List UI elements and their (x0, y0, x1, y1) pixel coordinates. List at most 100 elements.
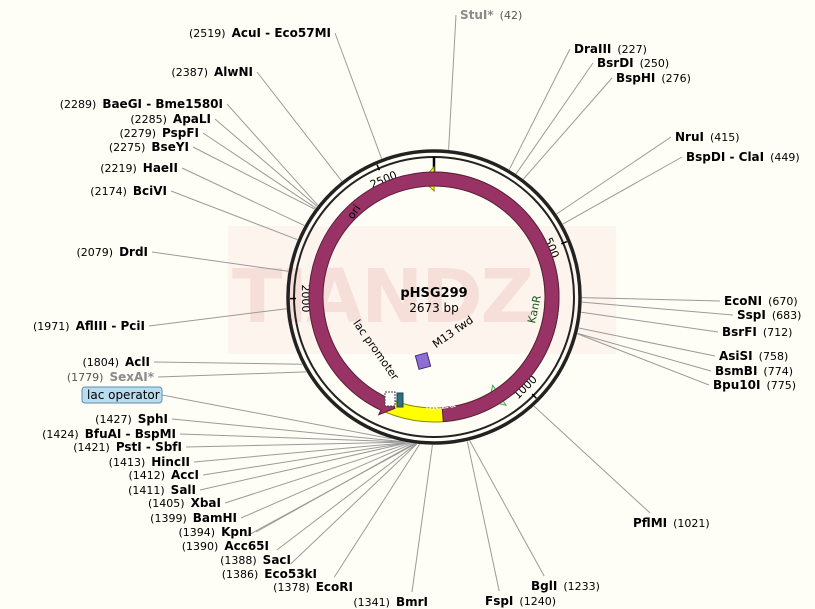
site-afliii-pcii[interactable]: AflIII - PciI (1971) (33, 319, 145, 333)
site-position: (2519) (189, 27, 226, 40)
lacz-feature[interactable] (308, 171, 560, 423)
site-leader (448, 14, 457, 150)
site-leader (577, 333, 710, 386)
backbone-outer (286, 149, 582, 445)
site-saci[interactable]: SacI (1388) (220, 553, 291, 567)
site-position: (1399) (150, 512, 187, 525)
site-bsrdi[interactable]: BsrDI (250) (597, 56, 669, 70)
site-bpu10i[interactable]: Bpu10I (775) (713, 378, 796, 392)
site-name: DrdI (119, 245, 148, 259)
site-name: FspI (485, 594, 513, 608)
site-position: (449) (770, 151, 800, 164)
site-position: (758) (759, 350, 789, 363)
site-haeii[interactable]: HaeII (2219) (100, 161, 178, 175)
site-position: (712) (763, 326, 793, 339)
site-position: (1804) (82, 356, 119, 369)
site-position: (2219) (100, 162, 137, 175)
site-name: BspHI (616, 71, 655, 85)
site-position: (1390) (182, 540, 219, 553)
site-bcivi[interactable]: BciVI (2174) (90, 184, 167, 198)
site-bgli[interactable]: BglI (1233) (531, 579, 600, 593)
ring-tick (376, 164, 381, 171)
site-leader (202, 442, 408, 476)
site-leader (181, 167, 305, 227)
backbone (286, 149, 582, 445)
site-name: EcoNI (724, 294, 762, 308)
site-leader (577, 332, 712, 372)
site-stui-[interactable]: StuI* (42) (460, 8, 522, 22)
site-position: (276) (661, 72, 691, 85)
site-position: (1412) (128, 469, 165, 482)
site-position: (1411) (128, 484, 165, 497)
site-kpni[interactable]: KpnI (1394) (179, 525, 252, 539)
site-bsrfi[interactable]: BsrFI (712) (722, 325, 792, 339)
site-acc65i[interactable]: Acc65I (1390) (182, 539, 269, 553)
site-bmri[interactable]: BmrI (1341) (353, 595, 428, 609)
site-position: (775) (766, 379, 796, 392)
site-eco53ki[interactable]: Eco53kI (1386) (222, 567, 317, 581)
site-pspfi[interactable]: PspFI (2279) (119, 126, 199, 140)
plasmid-size: 2673 bp (409, 301, 459, 315)
lac-promoter-icon[interactable] (384, 391, 396, 407)
site-pflmi[interactable]: PflMI (1021) (633, 516, 710, 530)
site-apali[interactable]: ApaLI (2285) (130, 112, 211, 126)
site-position: (1413) (109, 456, 146, 469)
site-position: (1388) (220, 554, 257, 567)
site-position: (1233) (563, 580, 600, 593)
lac-operator-callout-box (81, 386, 163, 404)
site-bfuai-bspmi[interactable]: BfuAI - BspMI (1424) (42, 427, 176, 441)
lac-operator-callout[interactable]: lac operator (81, 386, 163, 404)
site-name: AcuI - Eco57MI (232, 26, 331, 40)
site-nrui[interactable]: NruI (415) (675, 130, 740, 144)
site-sexai-[interactable]: SexAI* (1779) (67, 370, 155, 384)
site-name: PspFI (162, 126, 199, 140)
site-leader (224, 442, 411, 504)
site-sphi[interactable]: SphI (1427) (95, 412, 168, 426)
lac-operator-leader (161, 394, 392, 440)
site-leader (214, 118, 318, 207)
watermark-text: TIANDZ (232, 254, 532, 340)
site-name: SacI (263, 553, 291, 567)
site-name: HaeII (143, 161, 178, 175)
site-hincii[interactable]: HincII (1413) (109, 455, 190, 469)
site-draiii[interactable]: DraIII (227) (574, 42, 647, 56)
site-acli[interactable]: AclI (1804) (82, 355, 150, 369)
kanr-label: KanR (525, 294, 544, 325)
site-ecori[interactable]: EcoRI (1378) (273, 580, 353, 594)
site-asisi[interactable]: AsiSI (758) (719, 349, 788, 363)
site-bsphi[interactable]: BspHI (276) (616, 71, 691, 85)
site-bsmbi[interactable]: BsmBI (774) (715, 364, 793, 378)
site-leader (581, 297, 721, 302)
site-baegi-bme1580i[interactable]: BaeGI - Bme1580I (2289) (60, 97, 223, 111)
site-leader (256, 71, 343, 182)
site-position: (1341) (353, 596, 390, 609)
site-bspdi-clai[interactable]: BspDI - ClaI (449) (686, 150, 800, 164)
site-leader (192, 146, 316, 210)
site-fspi[interactable]: FspI (1240) (485, 594, 556, 608)
site-name: AsiSI (719, 349, 753, 363)
site-name: StuI* (460, 8, 494, 22)
site-bamhi[interactable]: BamHI (1399) (150, 511, 237, 525)
site-econi[interactable]: EcoNI (670) (724, 294, 798, 308)
lac-operator-icon[interactable] (396, 392, 404, 408)
site-bseyi[interactable]: BseYI (2275) (109, 140, 189, 154)
ring-tick (531, 393, 537, 399)
site-acui-eco57mi[interactable]: AcuI - Eco57MI (2519) (189, 26, 331, 40)
m13-fwd-primer-icon[interactable] (414, 352, 432, 370)
site-leaders (148, 14, 734, 593)
site-psti-sbfi[interactable]: PstI - SbfI (1421) (73, 440, 182, 454)
site-acci[interactable]: AccI (1412) (128, 468, 199, 482)
site-drdi[interactable]: DrdI (2079) (76, 245, 148, 259)
site-name: NruI (675, 130, 704, 144)
site-leader (246, 443, 416, 537)
site-name: BaeGI - Bme1580I (102, 97, 223, 111)
site-sali[interactable]: SalI (1411) (128, 483, 196, 497)
site-name: PstI - SbfI (116, 440, 182, 454)
site-alwni[interactable]: AlwNI (2387) (171, 65, 253, 79)
site-xbai[interactable]: XbaI (1405) (148, 496, 221, 510)
site-leader (556, 136, 672, 215)
site-position: (1405) (148, 497, 185, 510)
site-leader (148, 308, 287, 327)
site-sspi[interactable]: SspI (683) (737, 308, 801, 322)
site-leader (179, 433, 404, 443)
